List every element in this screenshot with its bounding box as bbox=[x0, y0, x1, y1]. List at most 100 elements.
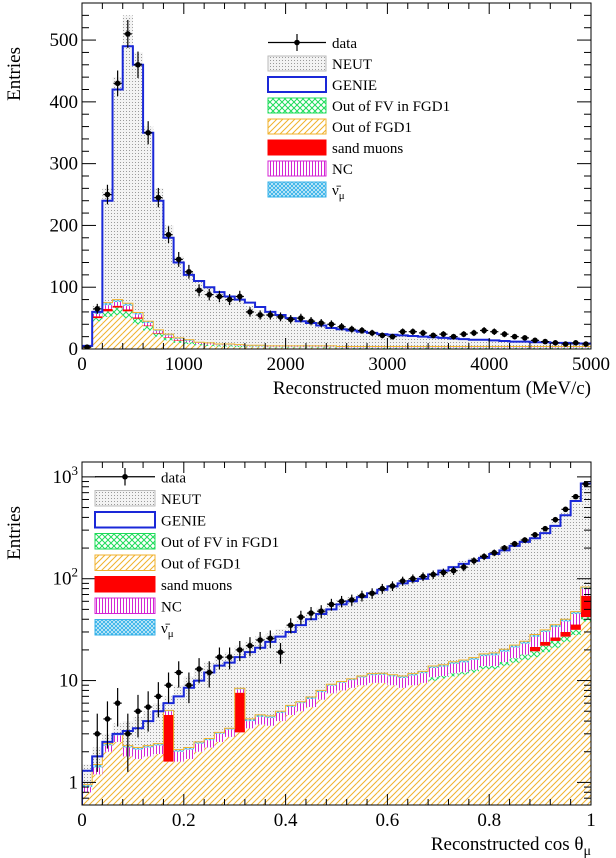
out-of-fgd1-bar bbox=[153, 754, 164, 805]
nc-bar bbox=[204, 740, 215, 748]
nc-bar bbox=[153, 745, 164, 755]
data-point bbox=[205, 661, 214, 688]
legend-swatch-data bbox=[268, 34, 326, 51]
data-point bbox=[378, 583, 387, 594]
legend-label-sand: sand muons bbox=[161, 578, 232, 594]
neut-bar bbox=[377, 333, 388, 349]
nc-bar bbox=[580, 588, 591, 596]
neut-bar bbox=[163, 225, 174, 349]
data-point bbox=[256, 310, 265, 320]
nubar-bar bbox=[336, 681, 347, 683]
legend-box-outfgd bbox=[94, 554, 156, 571]
y-axis-label: Entries bbox=[4, 506, 25, 560]
neut-bar bbox=[305, 323, 317, 349]
nc-bar bbox=[183, 749, 194, 759]
nc-bar bbox=[102, 745, 113, 752]
nc-bar bbox=[346, 347, 357, 348]
data-marker bbox=[135, 61, 141, 68]
background-stack-outline bbox=[82, 586, 591, 786]
data-marker bbox=[572, 493, 579, 500]
nubar-bar bbox=[540, 629, 551, 632]
nc-bar bbox=[509, 647, 520, 659]
neut-bar bbox=[173, 685, 184, 805]
nc-bar bbox=[519, 347, 530, 348]
out-of-fv-in-fgd1-bar bbox=[112, 307, 123, 316]
out-of-fv-in-fgd1-bar bbox=[326, 347, 337, 348]
data-point bbox=[205, 288, 214, 301]
nc-bar bbox=[448, 663, 459, 674]
nc-bar bbox=[122, 305, 133, 310]
out-of-fv-in-fgd1-bar bbox=[407, 347, 418, 349]
x-tick-label: 0.4 bbox=[274, 810, 298, 831]
data-marker bbox=[420, 330, 426, 336]
nubar-bar bbox=[153, 329, 164, 332]
nc-bar bbox=[336, 347, 347, 348]
data-marker bbox=[583, 481, 589, 487]
x-tick-label: 4000 bbox=[470, 354, 508, 375]
nubar-bar bbox=[509, 645, 520, 648]
data-marker bbox=[430, 332, 437, 339]
legend-box-outfgd bbox=[267, 118, 327, 135]
nc-bar bbox=[316, 346, 327, 348]
nubar-bar bbox=[224, 728, 235, 730]
data-point bbox=[184, 264, 193, 279]
data-marker bbox=[277, 649, 284, 655]
sand-muons-bar bbox=[132, 317, 144, 319]
out-of-fv-in-fgd1-bar bbox=[397, 347, 408, 349]
out-of-fv-in-fgd1-bar bbox=[489, 666, 500, 669]
out-of-fv-in-fgd1-bar bbox=[550, 640, 561, 648]
nc-bar bbox=[265, 346, 276, 348]
data-marker bbox=[216, 654, 223, 660]
data-marker bbox=[298, 614, 304, 620]
neut-bar bbox=[193, 668, 205, 805]
data-point bbox=[235, 640, 244, 662]
out-of-fgd1-bar bbox=[255, 724, 266, 805]
out-of-fv-in-fgd1-bar bbox=[540, 645, 551, 653]
data-point bbox=[317, 605, 326, 619]
data-marker bbox=[389, 583, 396, 589]
data-point bbox=[398, 328, 407, 335]
data-point bbox=[551, 340, 560, 346]
out-of-fv-in-fgd1-bar bbox=[580, 347, 591, 349]
legend-data-marker bbox=[294, 39, 300, 46]
nubar-bar bbox=[305, 696, 317, 699]
out-of-fv-in-fgd1-bar bbox=[529, 651, 541, 658]
legend-label-genie: GENIE bbox=[332, 78, 377, 94]
y-tick-label: 10 bbox=[59, 671, 78, 692]
data-point bbox=[520, 335, 529, 341]
data-marker bbox=[145, 129, 151, 136]
nubar-bar bbox=[560, 619, 571, 622]
data-point bbox=[510, 540, 519, 547]
nc-bar bbox=[295, 703, 306, 712]
out-of-fgd1-bar bbox=[367, 682, 378, 805]
sand-muons-bar bbox=[540, 641, 551, 646]
data-marker bbox=[226, 296, 233, 303]
nc-bar bbox=[417, 673, 429, 683]
out-of-fv-in-fgd1-bar bbox=[550, 347, 561, 349]
data-point bbox=[337, 323, 346, 331]
data-marker bbox=[186, 268, 192, 275]
nubar-bar bbox=[265, 715, 276, 718]
data-point bbox=[429, 570, 438, 579]
nc-bar bbox=[255, 716, 266, 725]
data-point bbox=[490, 549, 499, 557]
neut-bar bbox=[295, 321, 306, 349]
data-marker bbox=[420, 573, 426, 580]
out-of-fgd1-bar bbox=[163, 761, 174, 805]
y-tick-label: 500 bbox=[50, 30, 79, 51]
data-point bbox=[561, 341, 570, 347]
nubar-bar bbox=[570, 611, 581, 615]
nc-bar bbox=[204, 343, 215, 345]
nc-bar bbox=[234, 345, 245, 346]
data-marker bbox=[460, 564, 467, 570]
out-of-fv-in-fgd1-bar bbox=[448, 673, 459, 677]
neut-bar bbox=[489, 340, 500, 349]
legend-swatch-nubar bbox=[94, 619, 156, 636]
nc-bar bbox=[285, 707, 296, 715]
out-of-fv-in-fgd1-bar bbox=[468, 347, 480, 349]
neut-bar bbox=[143, 126, 154, 349]
legend-swatch-neut bbox=[267, 55, 327, 72]
legend-box-sand bbox=[267, 139, 327, 156]
neut-bar bbox=[316, 324, 327, 349]
legend: data NEUT GENIE Out of FV in FGD1 Out of FGD… bbox=[267, 34, 450, 202]
